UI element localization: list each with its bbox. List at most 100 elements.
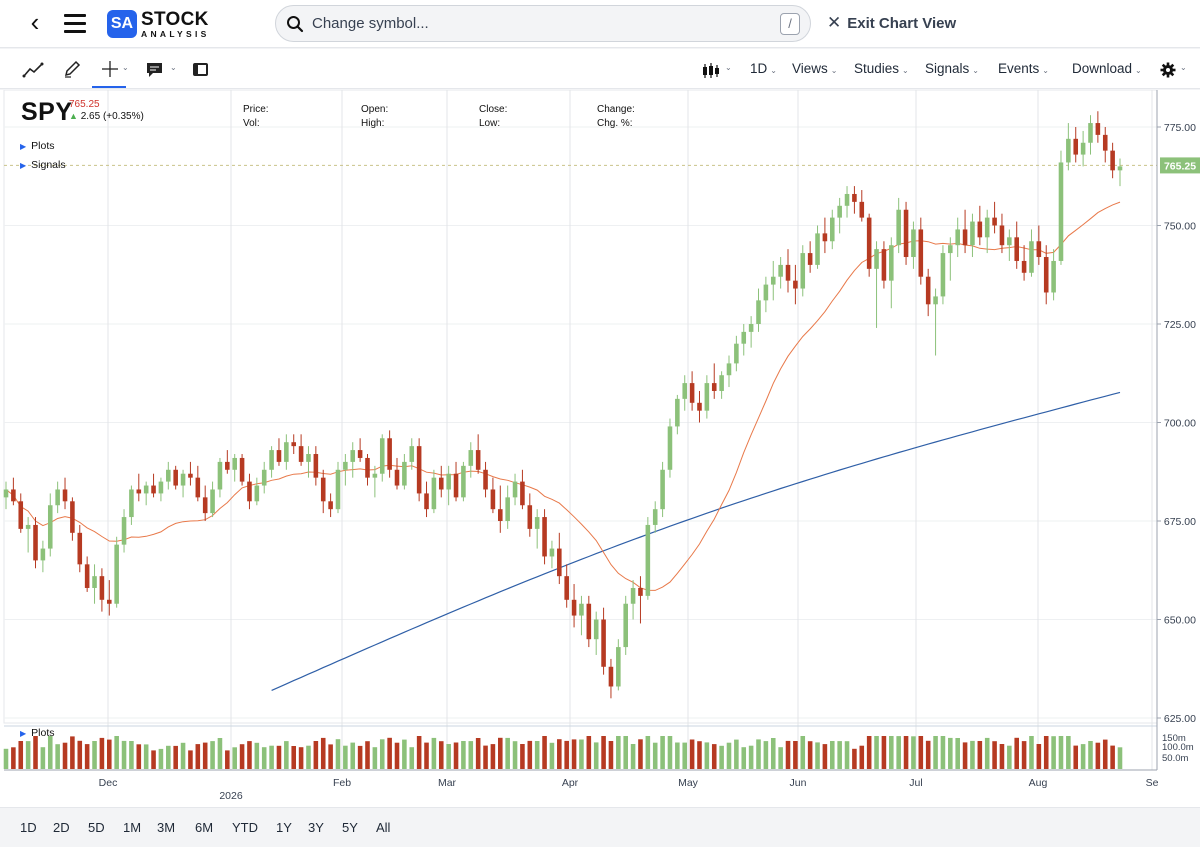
candle-body xyxy=(173,469,178,486)
volume-bar xyxy=(195,744,201,769)
volume-bar xyxy=(896,736,901,769)
candle-body xyxy=(881,249,887,281)
volume-bar xyxy=(92,741,97,769)
volume-bar xyxy=(84,744,90,769)
range-button-5y[interactable]: 5Y xyxy=(342,820,358,835)
volume-bar xyxy=(815,742,820,769)
menu-signals[interactable]: Signals ⌄ xyxy=(925,61,979,76)
candle-body xyxy=(756,300,761,324)
range-button-2d[interactable]: 2D xyxy=(53,820,70,835)
volume-bar xyxy=(844,741,850,769)
candle-body xyxy=(1051,260,1056,293)
range-button-3y[interactable]: 3Y xyxy=(308,820,324,835)
range-button-5d[interactable]: 5D xyxy=(88,820,105,835)
volume-bar xyxy=(239,744,245,769)
volume-bar xyxy=(1014,737,1020,769)
menu-views[interactable]: Views ⌄ xyxy=(792,61,837,76)
range-button-1m[interactable]: 1M xyxy=(123,820,142,835)
range-button-1y[interactable]: 1Y xyxy=(276,820,292,835)
volume-plots-toggle[interactable]: ▶ Plots xyxy=(20,727,55,739)
gear-icon[interactable] xyxy=(1160,59,1176,81)
y-tick-label: 775.00 xyxy=(1164,122,1196,134)
menu-icon[interactable] xyxy=(64,14,86,33)
volume-bar xyxy=(748,745,754,769)
volume-bar xyxy=(505,737,510,769)
candle-body xyxy=(586,603,592,640)
logo-badge: SA xyxy=(107,10,137,38)
range-button-ytd[interactable]: YTD xyxy=(232,820,258,835)
candle-body xyxy=(1095,123,1101,135)
price-chart[interactable]: 775.00 750.00 725.00 700.00 675.00 650.00 625.… xyxy=(0,89,1200,807)
menu-download[interactable]: Download ⌄ xyxy=(1072,61,1142,76)
chart-toolbar: ⌄ ⌄ ⌄ 1D ⌄ Views ⌄ Studies ⌄ Signals ⌄ Event… xyxy=(0,49,1200,89)
volume-bar xyxy=(874,736,879,769)
candlestick-chart-type-icon[interactable] xyxy=(701,60,721,82)
candle-body xyxy=(106,599,112,604)
candle-body xyxy=(468,450,474,466)
volume-bar xyxy=(202,742,208,769)
draw-pencil-icon[interactable] xyxy=(62,58,82,80)
y-tick-label: 650.00 xyxy=(1164,615,1196,627)
candle-body xyxy=(1066,138,1071,163)
chart-area[interactable]: 775.00 750.00 725.00 700.00 675.00 650.00 625.… xyxy=(0,89,1200,807)
volume-bar xyxy=(763,741,769,769)
price-change-value: 2.65 (+0.35%) xyxy=(80,111,144,122)
volume-bar xyxy=(70,736,75,769)
volume-bar xyxy=(512,741,518,769)
crosshair-icon[interactable] xyxy=(100,58,120,80)
x-month-label: Aug xyxy=(1029,777,1048,789)
candle-body xyxy=(357,450,363,458)
menu-studies-label: Studies xyxy=(854,61,900,76)
back-arrow-icon[interactable]: ‹ xyxy=(30,7,40,37)
volume-bar xyxy=(601,736,606,769)
settings-chevron-down-icon[interactable]: ⌄ xyxy=(1180,63,1187,72)
vol-label: Vol: xyxy=(243,118,260,129)
candle-body xyxy=(84,564,90,588)
volume-bar xyxy=(1058,736,1064,769)
candle-body xyxy=(579,603,584,616)
menu-studies[interactable]: Studies ⌄ xyxy=(854,61,909,76)
ohlc-change: Change: Chg. %: xyxy=(597,103,635,131)
candle-body xyxy=(726,363,732,376)
interval-dropdown[interactable]: 1D ⌄ xyxy=(750,61,777,76)
signals-toggle[interactable]: ▶ Signals xyxy=(20,159,66,171)
search-input[interactable]: Change symbol... / xyxy=(275,5,811,42)
candle-body xyxy=(549,548,555,557)
crosshair-chevron-down-icon[interactable]: ⌄ xyxy=(122,63,129,72)
trendline-icon[interactable] xyxy=(22,59,44,81)
candle-body xyxy=(261,469,267,486)
volume-bar xyxy=(527,740,533,769)
candle-body xyxy=(202,497,208,514)
volume-plots-toggle-label: Plots xyxy=(31,727,55,739)
range-button-3m[interactable]: 3M xyxy=(157,820,176,835)
annotation-icon[interactable] xyxy=(146,59,164,81)
candle-body xyxy=(33,524,38,561)
candle-body xyxy=(866,217,872,269)
range-button-1d[interactable]: 1D xyxy=(20,820,37,835)
volume-bar xyxy=(711,744,717,769)
candle-body xyxy=(608,666,614,687)
candle-body xyxy=(1007,237,1012,246)
plots-toggle[interactable]: ▶ Plots xyxy=(20,140,55,152)
annotation-chevron-down-icon[interactable]: ⌄ xyxy=(170,63,177,72)
sidebar-panel-icon[interactable] xyxy=(192,59,210,81)
volume-bar xyxy=(394,742,400,769)
range-button-6m[interactable]: 6M xyxy=(195,820,214,835)
candle-body xyxy=(815,233,820,265)
candle-body xyxy=(1088,123,1093,143)
candle-body xyxy=(512,481,518,498)
candle-body xyxy=(18,501,24,529)
chart-type-chevron-down-icon[interactable]: ⌄ xyxy=(725,63,732,72)
volume-bar xyxy=(1051,736,1056,769)
logo[interactable]: SA STOCK ANALYSIS xyxy=(107,9,210,39)
volume-bar xyxy=(955,738,960,769)
exit-chart-view-button[interactable]: ✕ Exit Chart View xyxy=(827,13,956,33)
menu-events[interactable]: Events ⌄ xyxy=(998,61,1049,76)
candle-body xyxy=(11,489,16,502)
search-placeholder: Change symbol... xyxy=(312,15,429,32)
range-button-all[interactable]: All xyxy=(376,820,391,835)
volume-bar xyxy=(962,742,968,769)
volume-bar xyxy=(77,740,83,769)
volume-bar xyxy=(948,737,953,769)
candle-body xyxy=(593,619,599,640)
